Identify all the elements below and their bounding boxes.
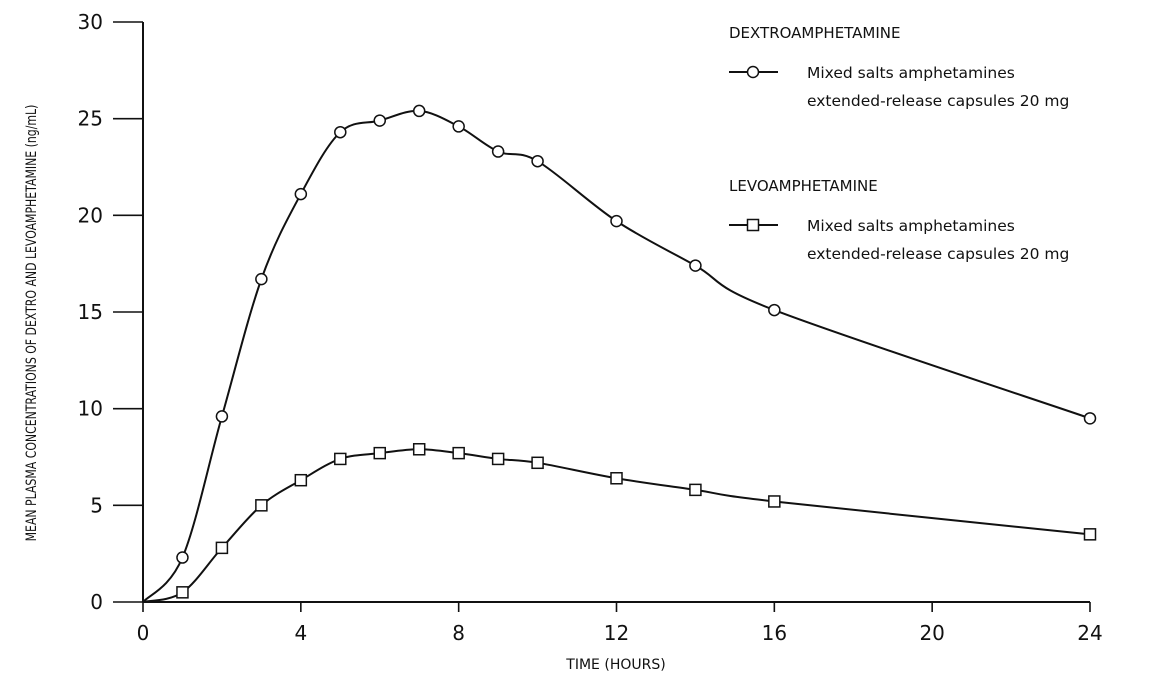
- data-point-square: [452, 446, 465, 460]
- data-point-circle: [610, 214, 623, 228]
- y-tick-label: 25: [78, 107, 103, 131]
- data-point-square: [412, 443, 426, 456]
- data-point-square: [768, 495, 781, 508]
- legend-entry-line: Mixed salts amphetamines: [807, 217, 1015, 235]
- axes: 0 5 10 15 20 25 30 0 4 8 12 16 20 24: [78, 10, 1103, 645]
- data-point-circle: [452, 120, 465, 133]
- x-tick-label: 0: [137, 621, 150, 645]
- series-line: [142, 448, 1091, 603]
- y-tick-label: 10: [78, 397, 103, 421]
- data-point-circle: [373, 114, 386, 127]
- data-point-square: [610, 472, 623, 485]
- data-point-circle: [531, 154, 544, 168]
- legend-marker-circle: [746, 65, 760, 79]
- series-line: [142, 109, 1091, 603]
- y-tick-label: 0: [90, 590, 103, 614]
- x-tick-label: 16: [762, 621, 787, 645]
- legend-group-heading: DEXTROAMPHETAMINE: [729, 24, 901, 42]
- x-tick-label: 4: [294, 621, 307, 645]
- data-point-circle: [689, 259, 702, 272]
- x-tick-label: 24: [1077, 621, 1102, 645]
- data-point-square: [294, 473, 308, 487]
- data-point-square: [255, 499, 268, 512]
- legend-entry-line: extended-release capsules 20 mg: [807, 245, 1069, 263]
- data-point-circle: [412, 104, 426, 118]
- legend-group-heading: LEVOAMPHETAMINE: [729, 177, 878, 195]
- legend-entry-line: extended-release capsules 20 mg: [807, 92, 1069, 110]
- data-point-circle: [176, 551, 189, 564]
- y-tick-label: 20: [78, 203, 103, 227]
- data-point-circle: [768, 303, 781, 317]
- x-axis-label: TIME (HOURS): [565, 657, 665, 673]
- data-point-circle: [215, 410, 229, 423]
- data-point-circle: [294, 187, 308, 201]
- data-point-square: [215, 541, 229, 555]
- legend: DEXTROAMPHETAMINE Mixed salts amphetamine…: [729, 24, 1069, 263]
- data-point-circle: [1083, 412, 1097, 425]
- data-point-circle: [255, 272, 268, 286]
- data-point-square: [689, 483, 702, 497]
- data-point-circle: [334, 125, 347, 139]
- legend-marker-square: [746, 218, 760, 232]
- x-tick-label: 12: [604, 621, 629, 645]
- data-point-square: [176, 586, 189, 599]
- data-point-circle: [491, 145, 505, 158]
- dextroamphetamine-series: [142, 104, 1097, 603]
- series-layer: [142, 104, 1097, 603]
- data-point-square: [531, 456, 544, 470]
- y-tick-label: 15: [78, 300, 103, 324]
- data-point-square: [334, 452, 347, 466]
- y-tick-label: 30: [78, 10, 103, 34]
- y-tick-label: 5: [90, 493, 103, 517]
- data-point-square: [373, 446, 386, 460]
- x-tick-label: 8: [452, 621, 465, 645]
- y-axis-label: MEAN PLASMA CONCENTRATIONS OF DEXTRO AND…: [23, 105, 40, 542]
- x-tick-label: 20: [919, 621, 944, 645]
- data-point-square: [1083, 528, 1097, 541]
- legend-entry-line: Mixed salts amphetamines: [807, 64, 1015, 82]
- levoamphetamine-series: [142, 443, 1097, 603]
- data-point-square: [491, 452, 505, 466]
